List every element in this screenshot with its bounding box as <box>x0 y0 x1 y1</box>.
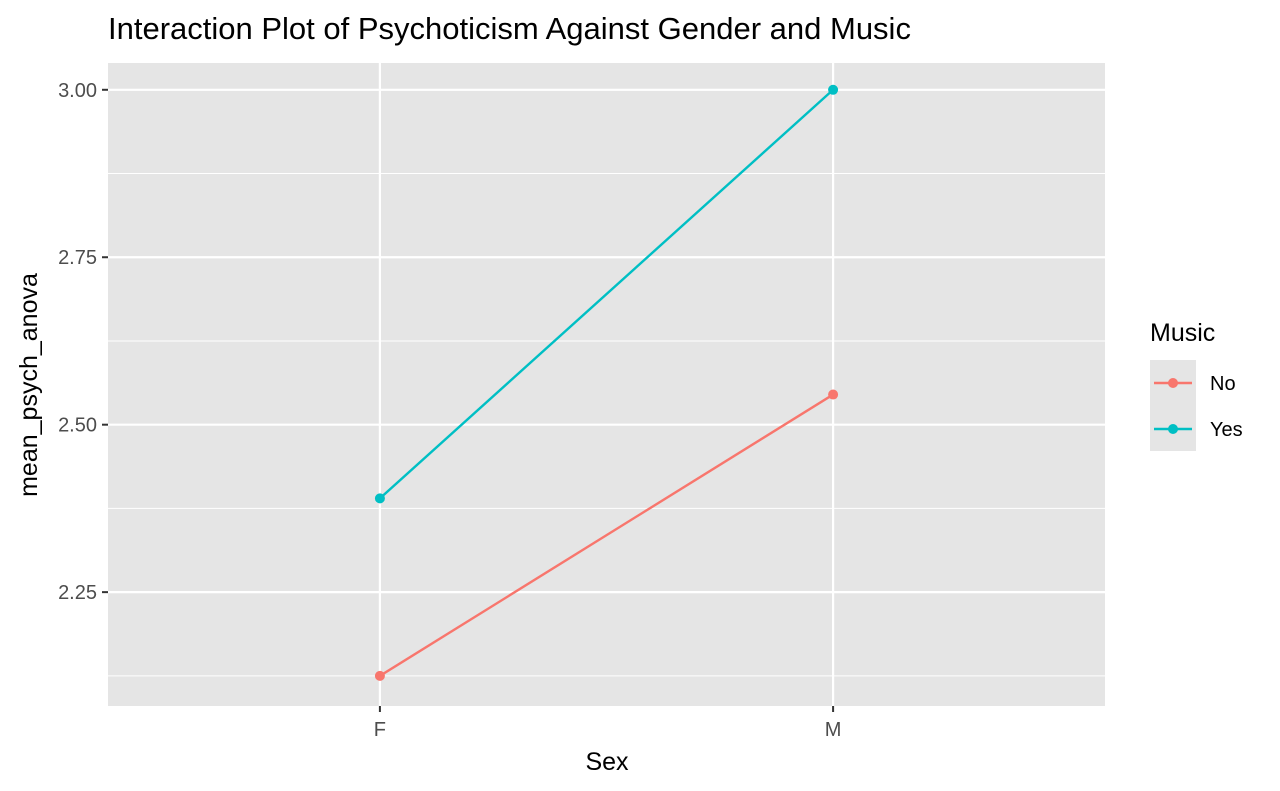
series-line-no <box>379 393 834 677</box>
legend-key-point <box>1168 378 1178 388</box>
x-axis-title: Sex <box>585 748 629 776</box>
legend-title: Music <box>1150 319 1215 347</box>
series-line-yes <box>379 88 834 500</box>
x-tick-label: F <box>374 719 386 741</box>
y-axis-title: mean_psych_anova <box>15 273 43 497</box>
y-tick-label: 2.50 <box>58 415 97 437</box>
grid-major <box>108 63 1105 706</box>
x-tick-label: M <box>825 719 842 741</box>
series-layer <box>374 84 839 681</box>
y-tick-label: 3.00 <box>58 80 97 102</box>
data-point-no <box>374 670 385 681</box>
legend-label-no: No <box>1210 373 1236 395</box>
y-tick-label: 2.75 <box>58 247 97 269</box>
grid-minor <box>108 173 1105 677</box>
chart-title: Interaction Plot of Psychoticism Against… <box>108 11 911 46</box>
legend-key-point <box>1168 424 1178 434</box>
legend-label-yes: Yes <box>1210 419 1243 441</box>
y-tick-label: 2.25 <box>58 582 97 604</box>
data-point-yes <box>828 84 839 95</box>
legend: Music No Yes <box>1150 319 1243 451</box>
data-point-no <box>828 389 839 400</box>
plot-panel <box>108 63 1105 706</box>
data-point-yes <box>374 493 385 504</box>
legend-key-background <box>1150 360 1196 451</box>
y-axis-ticks: 2.25 2.50 2.75 3.00 <box>58 80 108 604</box>
